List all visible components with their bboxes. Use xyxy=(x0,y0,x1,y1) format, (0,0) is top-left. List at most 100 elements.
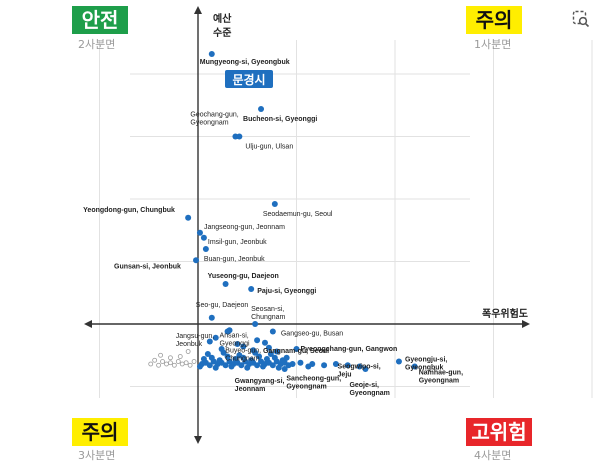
point-label: Gunsan-si, Jeonbuk xyxy=(114,263,181,270)
point-labels: Mungyeong-si, Gyeongbuk Bucheon-si, Gyeon… xyxy=(83,59,463,397)
cluster-point xyxy=(250,347,257,354)
data-point xyxy=(212,334,219,341)
cluster-point xyxy=(273,348,280,355)
faint-point xyxy=(183,360,189,366)
point-label: Yeongdong-gun, Chungbuk xyxy=(83,207,175,214)
data-point xyxy=(356,363,363,370)
point-label-line: Jeju xyxy=(338,372,352,379)
cluster-point xyxy=(200,356,207,362)
point-label-line: Geochang-gun, xyxy=(190,112,238,119)
cluster-point xyxy=(254,362,261,369)
x-axis-arrow-right xyxy=(522,320,530,328)
y-axis-title: 예산 수준 xyxy=(213,12,232,39)
point-label-line: Buyeo-gun, xyxy=(225,348,261,355)
data-point xyxy=(193,257,200,264)
data-point xyxy=(305,363,312,370)
point-label-line: Gyeonggi xyxy=(220,341,250,348)
faint-point xyxy=(177,354,183,359)
faint-point xyxy=(152,357,158,363)
point-label-line: Seosan-si, xyxy=(251,306,284,313)
point-label-line: Chungnam xyxy=(225,356,259,363)
point-label: Namhae-gun, Gyeongnam xyxy=(419,370,463,385)
point-label: Seodaemun-gu, Seoul xyxy=(263,211,333,218)
data-point xyxy=(395,358,402,365)
cluster-point xyxy=(206,338,213,345)
data-point xyxy=(271,201,278,207)
faint-point xyxy=(156,362,162,368)
cluster-point xyxy=(204,351,211,357)
cluster-point xyxy=(265,344,272,351)
cluster-point xyxy=(208,354,215,361)
quadrant-3-sub: 3사분면 xyxy=(78,449,116,462)
point-label-line: Seogwipo-si, xyxy=(338,364,381,371)
cluster-point xyxy=(224,353,231,360)
cluster-point xyxy=(269,362,276,369)
cluster-point xyxy=(260,363,267,370)
y-axis-arrow-bottom xyxy=(194,436,202,444)
cluster-point xyxy=(344,362,351,369)
data-point xyxy=(411,363,418,370)
point-label-line: Jeonbuk xyxy=(176,341,203,348)
cluster-point xyxy=(232,356,239,362)
point-label: Seosan-si, Chungnam xyxy=(251,306,285,321)
point-label: Gyeongju-si, Gyeongbuk xyxy=(405,357,447,372)
y-axis-arrow-top xyxy=(194,6,202,14)
cluster-point xyxy=(283,354,290,361)
point-label: Bucheon-si, Gyeonggi xyxy=(243,116,317,123)
data-point xyxy=(200,234,207,241)
data-point xyxy=(252,321,259,327)
point-label: Gangseo-gu, Busan xyxy=(281,331,343,338)
data-point xyxy=(261,339,268,346)
faint-point xyxy=(191,359,197,364)
data-point xyxy=(269,328,276,335)
faint-point xyxy=(171,362,177,368)
data-point xyxy=(222,281,229,287)
y-axis-label-line1: 예산 xyxy=(213,12,232,25)
faint-point xyxy=(148,361,154,367)
cluster-point xyxy=(321,362,328,369)
data-point xyxy=(258,106,265,112)
data-point xyxy=(224,328,231,335)
highlight-callout: 문경시 xyxy=(225,70,273,88)
y-axis-label-line2: 수준 xyxy=(213,27,231,39)
cluster-point xyxy=(332,361,339,367)
cluster-points xyxy=(196,327,351,371)
point-label: Geochang-gun, Gyeongnam xyxy=(190,112,238,127)
x-axis-arrow-left xyxy=(84,320,92,328)
point-label: Jangseong-gun, Jeonnam xyxy=(204,224,285,231)
point-label-line: Chungnam xyxy=(251,314,285,321)
point-label: Ulju-gun, Ulsan xyxy=(245,144,293,151)
cluster-point xyxy=(289,361,296,367)
point-label: Seogwipo-si, Jeju xyxy=(338,364,381,379)
data-point xyxy=(185,214,192,221)
point-label-line: Gwangyang-si, xyxy=(235,378,285,385)
cluster-point xyxy=(238,362,245,369)
cluster-point xyxy=(275,364,282,371)
quadrant-3-badge: 주의 xyxy=(72,418,128,446)
image-search-icon[interactable] xyxy=(572,10,590,28)
data-point xyxy=(293,346,300,352)
faint-point xyxy=(168,355,173,361)
point-label: Buan-gun, Jeonbuk xyxy=(204,256,265,263)
point-label: Pyeongchang-gun, Gangwon xyxy=(301,346,398,353)
cluster-point xyxy=(256,353,263,360)
point-label-line: Gyeongnam xyxy=(286,384,326,391)
point-label: Mungyeong-si, Gyeongbuk xyxy=(200,59,290,66)
data-point xyxy=(208,314,215,321)
point-label-line: Jeonnam xyxy=(235,386,266,393)
faint-point xyxy=(185,349,191,354)
point-label: Imsil-gun, Jeonbuk xyxy=(208,239,267,246)
point-label-line: Gyeongnam xyxy=(190,120,228,127)
faint-point xyxy=(175,359,181,364)
quadrant-4-badge: 고위험 xyxy=(466,418,532,446)
point-label: Jangsu-gun, Jeonbuk xyxy=(176,333,215,348)
cluster-point xyxy=(254,337,261,344)
point-label: Seo-gu, Daejeon xyxy=(196,302,249,309)
quadrant-2-sub: 2사분면 xyxy=(78,38,116,51)
grid-lines xyxy=(99,40,593,398)
cluster-point xyxy=(216,357,223,364)
point-label-line: Geoje-si, xyxy=(349,382,379,389)
cluster-point xyxy=(228,363,235,370)
point-label-line: Gyeongnam xyxy=(419,378,459,385)
cluster-point xyxy=(267,351,274,357)
